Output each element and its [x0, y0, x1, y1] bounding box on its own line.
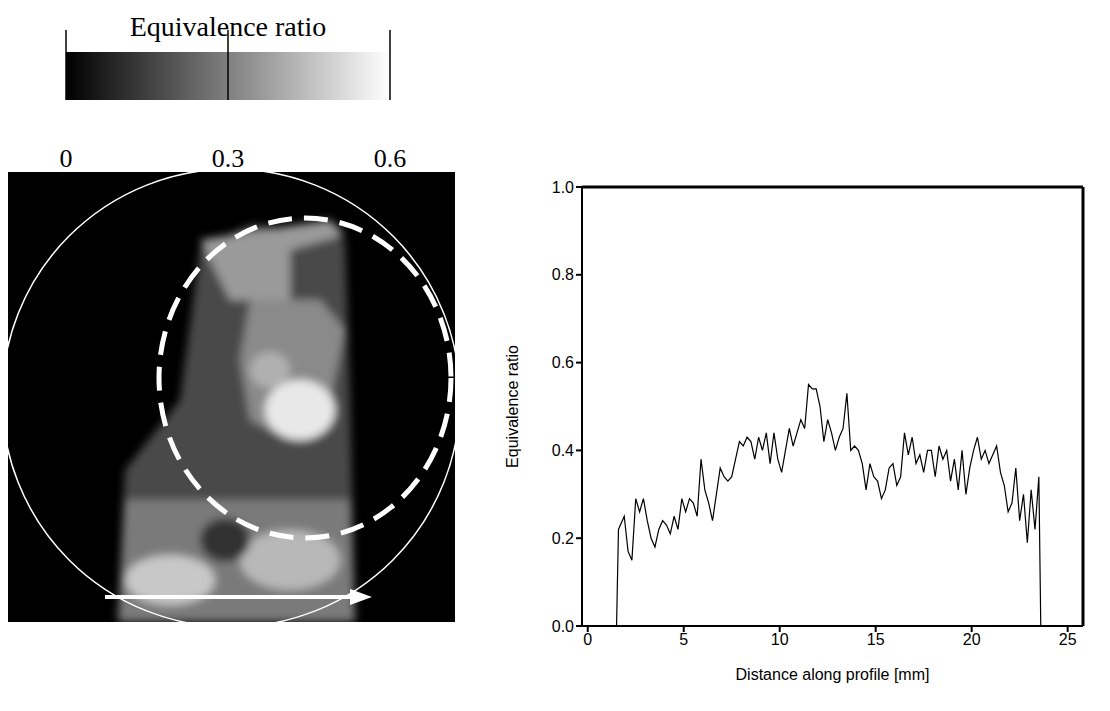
- svg-text:15: 15: [867, 631, 885, 648]
- svg-text:0.6: 0.6: [552, 354, 574, 371]
- svg-text:0.6: 0.6: [374, 144, 407, 173]
- svg-text:0.4: 0.4: [552, 442, 574, 459]
- svg-text:Distance along profile [mm]: Distance along profile [mm]: [736, 666, 930, 683]
- svg-text:10: 10: [771, 631, 789, 648]
- svg-text:Equivalence ratio: Equivalence ratio: [129, 11, 327, 42]
- svg-text:0.2: 0.2: [552, 530, 574, 547]
- svg-text:25: 25: [1059, 631, 1077, 648]
- svg-text:0.0: 0.0: [552, 618, 574, 635]
- svg-text:5: 5: [679, 631, 688, 648]
- svg-text:0.3: 0.3: [212, 144, 245, 173]
- svg-text:0: 0: [583, 631, 592, 648]
- svg-text:0: 0: [60, 144, 73, 173]
- svg-text:Equivalence ratio: Equivalence ratio: [504, 345, 521, 468]
- svg-text:20: 20: [963, 631, 981, 648]
- svg-text:1.0: 1.0: [552, 179, 574, 196]
- svg-text:0.8: 0.8: [552, 266, 574, 283]
